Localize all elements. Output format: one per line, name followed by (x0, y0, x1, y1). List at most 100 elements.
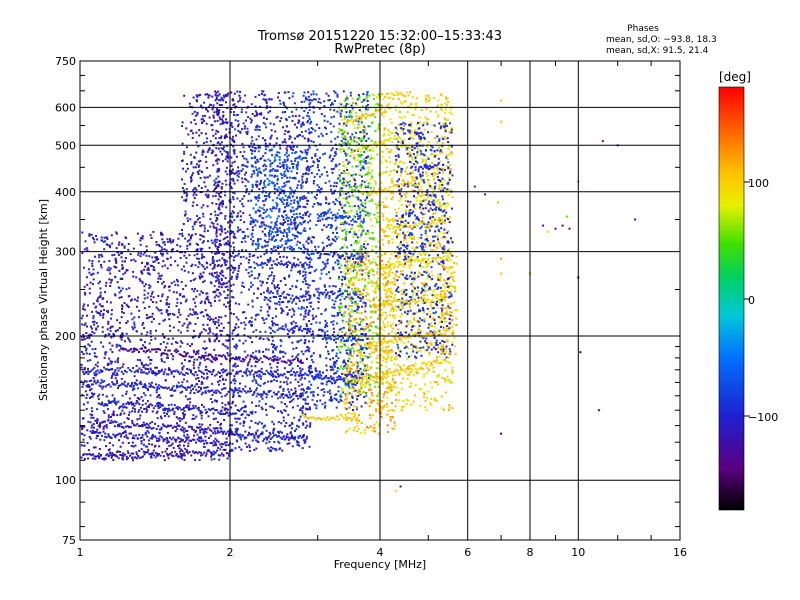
scatter-point (144, 351, 147, 354)
scatter-point (185, 298, 188, 301)
scatter-point (217, 383, 220, 386)
scatter-point (281, 197, 284, 200)
scatter-point (330, 140, 333, 143)
scatter-point (283, 182, 286, 185)
scatter-point (359, 169, 362, 172)
scatter-point (196, 204, 199, 207)
scatter-point (223, 290, 226, 293)
scatter-point (362, 207, 365, 210)
scatter-point (275, 345, 278, 348)
scatter-point (326, 330, 329, 333)
scatter-point (336, 93, 339, 96)
scatter-point (365, 105, 368, 108)
scatter-point (218, 116, 221, 119)
scatter-point (200, 187, 203, 189)
scatter-point (131, 402, 133, 405)
scatter-point (307, 139, 310, 142)
scatter-point (149, 332, 152, 335)
scatter-point (233, 192, 236, 195)
scatter-point (277, 410, 279, 413)
scatter-point (294, 221, 297, 224)
scatter-point (188, 254, 191, 257)
scatter-point (289, 223, 292, 226)
scatter-point (341, 206, 344, 209)
scatter-point (304, 315, 307, 318)
scatter-point (321, 241, 324, 244)
scatter-point (182, 167, 185, 170)
scatter-point (102, 345, 105, 348)
scatter-point (223, 282, 226, 285)
scatter-point (339, 192, 342, 195)
scatter-point (82, 266, 85, 269)
scatter-point (331, 217, 334, 220)
scatter-point (292, 213, 295, 216)
scatter-point (302, 294, 305, 297)
scatter-point (212, 259, 215, 262)
scatter-point (196, 215, 199, 217)
scatter-point (262, 217, 265, 220)
scatter-point (224, 277, 227, 279)
scatter-point (361, 358, 364, 361)
scatter-point (197, 257, 200, 260)
scatter-point (303, 441, 306, 444)
scatter-point (155, 437, 158, 440)
scatter-point (327, 94, 330, 97)
scatter-point (103, 356, 106, 359)
scatter-point (297, 180, 300, 183)
scatter-point (344, 364, 347, 367)
scatter-point (253, 172, 256, 175)
scatter-point (217, 289, 220, 291)
scatter-point (96, 361, 99, 364)
scatter-point (273, 160, 276, 163)
scatter-point (180, 455, 183, 458)
scatter-point (195, 151, 198, 154)
scatter-point (206, 166, 209, 169)
scatter-point (180, 268, 183, 271)
scatter-point (365, 132, 368, 135)
scatter-point (124, 271, 127, 274)
scatter-point (200, 249, 203, 252)
scatter-point (89, 413, 92, 416)
scatter-point (336, 135, 339, 138)
scatter-point (294, 430, 296, 432)
scatter-point (127, 306, 130, 309)
scatter-point (337, 177, 340, 180)
scatter-point (217, 198, 220, 201)
scatter-point (321, 330, 324, 333)
scatter-point (251, 242, 254, 245)
scatter-point (347, 286, 350, 289)
scatter-point (253, 150, 256, 153)
scatter-point (348, 325, 351, 327)
scatter-point (154, 366, 157, 369)
scatter-point (236, 429, 238, 432)
scatter-point (276, 217, 279, 220)
scatter-point (216, 288, 219, 291)
scatter-point (310, 266, 313, 268)
scatter-point (358, 109, 361, 112)
scatter-point (98, 256, 101, 259)
scatter-point (210, 221, 213, 224)
scatter-point (249, 223, 252, 225)
scatter-point (359, 357, 362, 360)
scatter-point (332, 167, 335, 170)
scatter-point (256, 422, 259, 425)
scatter-point (308, 298, 311, 301)
scatter-point (257, 313, 260, 316)
scatter-point (250, 281, 252, 284)
scatter-point (290, 199, 293, 202)
scatter-point (86, 393, 89, 396)
scatter-point (137, 410, 140, 413)
scatter-point (275, 315, 277, 318)
scatter-point (336, 259, 339, 262)
scatter-point (339, 351, 342, 354)
scatter-point (243, 237, 246, 239)
scatter-point (167, 457, 170, 460)
scatter-point (271, 336, 274, 338)
scatter-point (127, 243, 130, 245)
scatter-point (360, 201, 363, 204)
scatter-point (214, 299, 216, 302)
scatter-point (224, 232, 227, 235)
scatter-point (93, 366, 96, 369)
scatter-point (181, 178, 183, 181)
scatter-point (82, 336, 85, 339)
